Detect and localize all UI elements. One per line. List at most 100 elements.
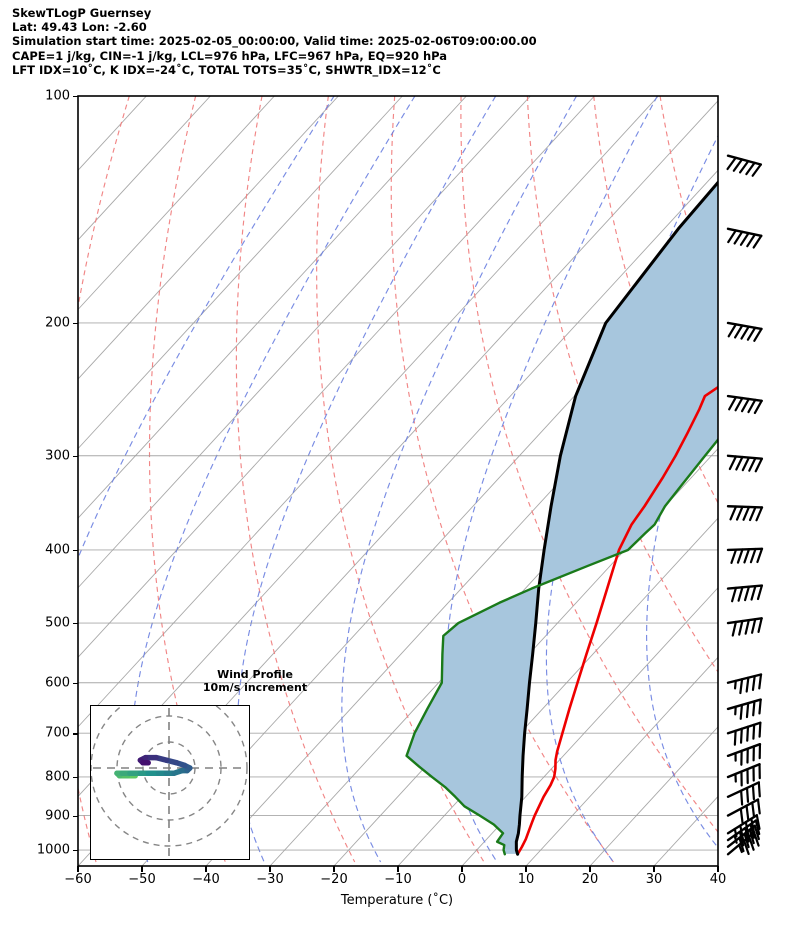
x-tick-label: −10: [384, 872, 412, 887]
shaded-area: [406, 182, 718, 854]
wind-barb: [726, 321, 763, 342]
wind-barb: [726, 742, 762, 766]
y-tick-label: 300: [45, 448, 70, 464]
dry-adiabat: [148, 96, 226, 863]
isotherm: [589, 726, 718, 866]
x-tick-label: −20: [320, 872, 348, 887]
hodograph-trace: [114, 754, 193, 779]
header-indices-line: LFT IDX=10˚C, K IDX=-24˚C, TOTAL TOTS=35…: [12, 62, 441, 77]
x-tick-mark: [269, 866, 271, 872]
wind-barb: [726, 673, 763, 695]
y-tick-label: 800: [45, 769, 70, 785]
dry-adiabat: [235, 96, 356, 863]
wind-barb: [726, 798, 761, 824]
wind-barb: [726, 505, 764, 522]
y-tick-label: 200: [45, 315, 70, 331]
skewt-plot: [77, 95, 764, 867]
hodograph-title-line2: 10m/s increment: [202, 681, 308, 694]
x-tick-mark: [141, 866, 143, 872]
y-tick-label: 400: [45, 542, 70, 558]
isotherm: [141, 239, 718, 866]
y-tick-mark: [73, 733, 78, 735]
isotherm: [78, 96, 403, 450]
x-tick-mark: [525, 866, 527, 872]
x-tick-mark: [397, 866, 399, 872]
y-tick-mark: [73, 776, 78, 779]
header-time-line: Simulation start time: 2025-02-05_00:00:…: [12, 34, 537, 49]
header-latlon-line: Lat: 49.43 Lon: -2.60: [12, 20, 147, 35]
y-tick-mark: [73, 549, 78, 552]
x-tick-mark: [205, 866, 207, 872]
wind-barb: [726, 698, 762, 720]
x-tick-mark: [717, 866, 719, 872]
dewpoint-profile-line: [405, 437, 718, 856]
dry-adiabat: [526, 96, 718, 673]
hodograph-title: Wind Profile 10m/s increment: [175, 668, 335, 694]
x-tick-mark: [461, 866, 463, 872]
dew-path: [405, 437, 718, 856]
x-tick-label: −40: [192, 872, 220, 887]
y-tick-label: 1000: [36, 842, 70, 858]
x-tick-label: −50: [128, 872, 156, 887]
plot-frame: [77, 95, 719, 867]
wind-barb: [726, 454, 764, 473]
isotherm: [78, 96, 275, 311]
isotherm: [78, 96, 595, 658]
header-title-line: SkewTLogP Guernsey: [12, 6, 152, 20]
isotherm: [717, 865, 718, 866]
y-tick-label: 500: [45, 615, 70, 631]
y-axis-title: Pressure (hPa): [0, 433, 2, 526]
x-tick-label: 40: [709, 872, 727, 887]
x-tick-mark: [653, 866, 655, 872]
wind-barb: [726, 814, 761, 841]
y-tick-label: 700: [45, 725, 70, 741]
wind-barb: [726, 763, 761, 787]
y-tick-label: 600: [45, 675, 70, 691]
isotherm: [78, 96, 211, 241]
wind-barb: [726, 154, 763, 177]
dry-adiabat: [390, 96, 614, 863]
x-tick-mark: [77, 866, 79, 872]
isotherm: [78, 96, 339, 380]
wind-barb-column: [726, 154, 764, 856]
isotherm: [78, 96, 531, 589]
x-tick-label: −30: [256, 872, 284, 887]
wind-barb: [726, 781, 761, 806]
hodograph-svg: [90, 689, 248, 856]
mixing-ratio-line: [341, 96, 578, 863]
y-tick-mark: [73, 623, 78, 625]
wind-barb: [726, 547, 764, 564]
parcel-path: [516, 385, 718, 856]
dry-adiabat: [460, 96, 718, 833]
isotherm: [525, 656, 718, 866]
x-tick-label: 30: [645, 872, 663, 887]
dry-adiabat: [316, 96, 485, 863]
isotherm: [461, 587, 718, 866]
x-tick-label: 20: [581, 872, 599, 887]
x-tick-label: 0: [457, 872, 467, 887]
mixing-ratio-line: [545, 134, 718, 863]
y-tick-mark: [73, 455, 78, 458]
hodograph-inset: [90, 689, 250, 860]
wind-barb: [726, 584, 764, 603]
parcel-profile-line: [516, 385, 718, 856]
y-tick-mark: [73, 96, 78, 98]
mixing-ratio-line: [78, 96, 335, 560]
x-tick-mark: [589, 866, 591, 872]
x-tick-mark: [333, 866, 335, 872]
y-tick-mark: [73, 850, 78, 852]
y-tick-mark: [73, 322, 78, 325]
x-tick-label: −60: [64, 872, 92, 887]
dry-adiabat: [593, 96, 718, 505]
y-tick-mark: [73, 682, 78, 685]
figure-header: SkewTLogP Guernsey Lat: 49.43 Lon: -2.60…: [12, 6, 772, 77]
temperature-profile-line: [514, 180, 718, 856]
y-tick-mark: [73, 815, 78, 817]
wind-barb: [726, 617, 763, 637]
x-axis-title: Temperature (˚C): [340, 893, 454, 908]
wind-barb: [726, 721, 762, 746]
hodograph-title-line1: Wind Profile: [217, 668, 293, 681]
x-tick-label: 10: [517, 872, 535, 887]
wind-barb: [726, 394, 763, 415]
